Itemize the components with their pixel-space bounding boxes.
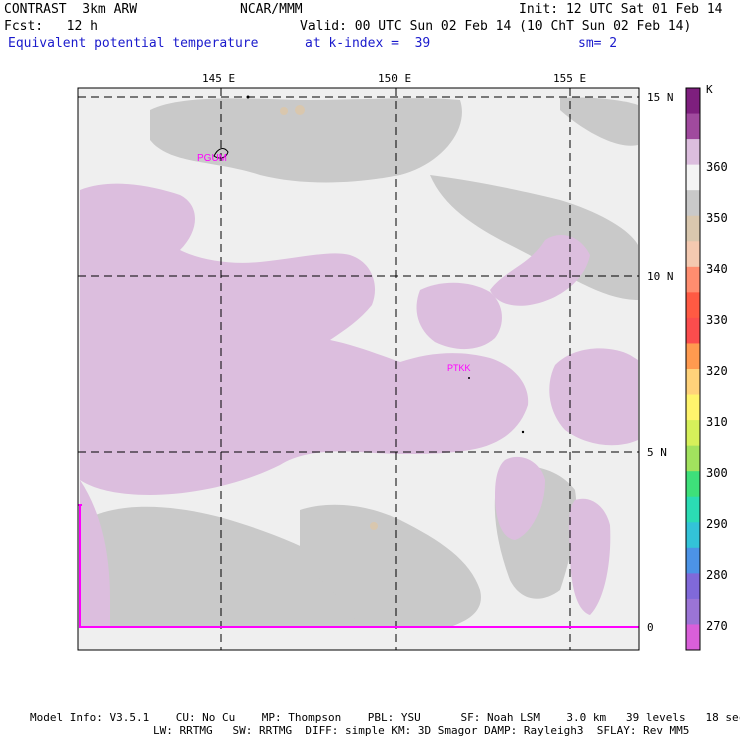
footer-physics-info: LW: RRTMG SW: RRTMG DIFF: simple KM: 3D …	[153, 724, 690, 737]
gray-region-northeast	[560, 97, 638, 146]
station-label-pgum: PGUM	[197, 153, 227, 164]
colorbar-label: 300	[706, 466, 728, 480]
axis-labels: 145 E 150 E 155 E 15 N 10 N 5 N 0	[202, 72, 674, 634]
purple-region-east	[549, 348, 638, 446]
purple-region-south-east-strip	[568, 498, 611, 615]
colorbar-swatch	[686, 88, 700, 115]
colorbar-swatch	[686, 471, 700, 498]
tan-spot	[370, 522, 378, 530]
colorbar-swatch	[686, 598, 700, 625]
purple-region-northeast	[490, 235, 590, 306]
colorbar-unit: K	[706, 83, 713, 96]
colorbar-swatch	[686, 317, 700, 344]
colorbar-swatch	[686, 190, 700, 217]
colorbar-label: 360	[706, 160, 728, 174]
colorbar-label: 290	[706, 517, 728, 531]
colorbar-label: 280	[706, 568, 728, 582]
smoothing-label: sm= 2	[578, 36, 618, 51]
colorbar-swatch	[686, 496, 700, 523]
colorbar-swatch	[686, 139, 700, 166]
colorbar-swatch	[686, 164, 700, 191]
colorbar-swatch	[686, 369, 700, 396]
colorbar-swatch	[686, 394, 700, 421]
colorbar-swatch	[686, 343, 700, 370]
grid-lines	[78, 88, 639, 650]
colorbar-swatch	[686, 445, 700, 472]
colorbar-swatch	[686, 266, 700, 293]
valid-time: Valid: 00 UTC Sun 02 Feb 14 (10 ChT Sun …	[300, 19, 692, 34]
lat-label-15: 15 N	[647, 91, 674, 104]
map-frame	[77, 87, 640, 651]
gray-region-south	[300, 504, 481, 627]
purple-region-ring	[416, 282, 502, 350]
tan-spot	[280, 107, 288, 115]
lat-label-5: 5 N	[647, 446, 667, 459]
colorbar-label: 340	[706, 262, 728, 276]
colorbar-label: 270	[706, 619, 728, 633]
lat-label-10: 10 N	[647, 270, 674, 283]
colorbar-label: 350	[706, 211, 728, 225]
colorbar: K 360 350 340 330 320 310 300 290 280 27…	[685, 83, 728, 651]
purple-region-west-edge	[80, 480, 110, 627]
level-label: at k-index = 39	[305, 36, 431, 51]
lat-label-0: 0	[647, 621, 654, 634]
colorbar-swatch	[686, 420, 700, 447]
colorbar-swatch	[686, 522, 700, 549]
gray-region-southwest	[85, 506, 360, 627]
colorbar-swatch	[686, 547, 700, 574]
colorbar-swatches	[686, 88, 700, 651]
colorbar-swatch	[686, 215, 700, 242]
lon-label-155: 155 E	[553, 72, 586, 85]
gray-field-regions	[85, 97, 638, 627]
tan-spot	[295, 105, 305, 115]
colorbar-label: 310	[706, 415, 728, 429]
station-label-ptkk: PTKK	[447, 363, 471, 373]
colorbar-swatch	[686, 241, 700, 268]
tan-field-spots	[280, 105, 378, 530]
colorbar-frame	[685, 87, 701, 651]
gray-region-east	[430, 175, 638, 300]
colorbar-swatch	[686, 292, 700, 319]
lon-label-145: 145 E	[202, 72, 235, 85]
init-time: Init: 12 UTC Sat 01 Feb 14	[519, 2, 723, 17]
purple-field-regions	[80, 183, 638, 627]
model-title: CONTRAST 3km ARW	[4, 2, 138, 17]
purple-region-main	[80, 183, 529, 495]
purple-region-southeast	[495, 456, 545, 540]
colorbar-label: 330	[706, 313, 728, 327]
magenta-boundary-line	[79, 505, 639, 628]
map-panel: PGUM PTKK	[77, 87, 640, 651]
island-marker	[246, 95, 250, 99]
colorbar-swatch	[686, 113, 700, 140]
island-marker	[521, 430, 525, 434]
footer-model-info: Model Info: V3.5.1 CU: No Cu MP: Thompso…	[30, 711, 740, 724]
colorbar-labels: 360 350 340 330 320 310 300 290 280 270	[706, 160, 728, 633]
colorbar-label: 320	[706, 364, 728, 378]
org-label: NCAR/MMM	[240, 2, 303, 17]
forecast-hour: Fcst: 12 h	[4, 19, 98, 34]
gray-region-north	[150, 98, 462, 183]
field-name: Equivalent potential temperature	[8, 36, 259, 51]
lon-label-150: 150 E	[378, 72, 411, 85]
colorbar-swatch	[686, 573, 700, 600]
colorbar-swatch	[686, 624, 700, 651]
island-marker	[468, 377, 470, 379]
guam-outline	[213, 148, 229, 159]
